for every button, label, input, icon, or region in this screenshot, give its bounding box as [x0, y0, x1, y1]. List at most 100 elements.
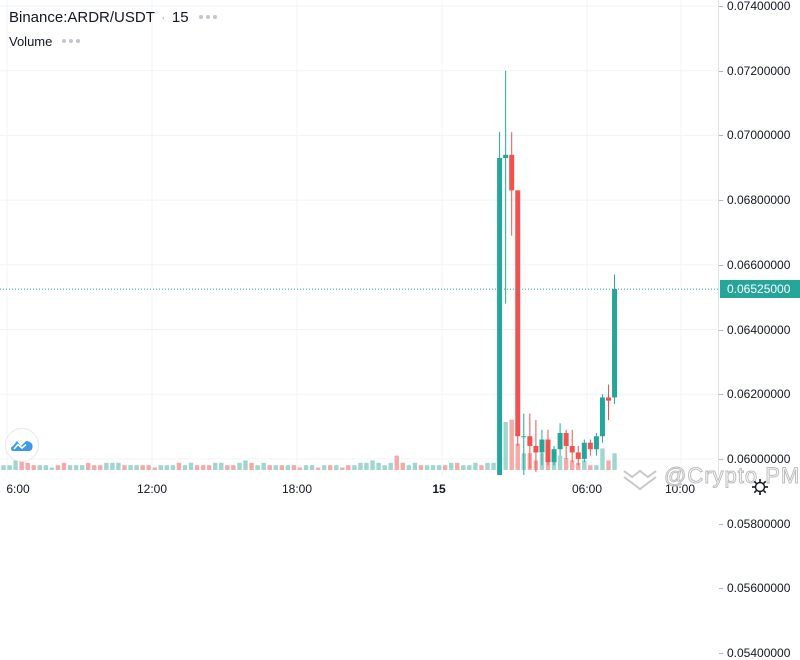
volume-bar: [237, 462, 242, 470]
volume-bar: [128, 465, 133, 470]
more-options-icon[interactable]: [198, 15, 217, 19]
time-tick-label: 06:00: [571, 482, 603, 496]
volume-bar: [194, 465, 200, 470]
price-tick-label: 0.05800000: [718, 516, 791, 531]
volume-bar: [176, 462, 182, 470]
volume-bar: [479, 465, 484, 470]
price-tick-label: 0.05400000: [718, 646, 791, 660]
volume-bar: [418, 465, 424, 470]
interval-label[interactable]: 15: [171, 8, 189, 26]
volume-bar: [13, 460, 18, 470]
price-tick-label: 0.07400000: [718, 0, 791, 13]
volume-bar: [31, 465, 36, 470]
volume-bar: [297, 467, 303, 470]
volume-bar: [346, 465, 351, 470]
volume-bar: [37, 465, 42, 470]
price-chart-pane[interactable]: [0, 0, 718, 475]
volume-bar: [207, 465, 212, 470]
price-tick-label: 0.06600000: [718, 257, 791, 272]
chart-legend: Binance:ARDR/USDT · 15 Volume: [9, 7, 217, 51]
settings-gear-icon[interactable]: [751, 478, 769, 496]
volume-bar: [582, 460, 587, 470]
candle-body: [587, 442, 593, 450]
candle-body: [509, 154, 515, 191]
candle-body: [575, 452, 581, 459]
candle-body: [606, 397, 611, 401]
volume-bar: [116, 462, 121, 470]
candle-body: [569, 445, 575, 453]
volume-bar: [7, 465, 12, 470]
volume-bar: [455, 462, 460, 470]
volume-bar: [267, 465, 272, 470]
volume-bar: [279, 465, 284, 470]
price-axis[interactable]: 0.07400000 0.07200000 0.07000000 0.06800000…: [718, 0, 800, 660]
volume-bar: [485, 462, 490, 470]
volume-bar: [503, 422, 508, 470]
volume-bar: [73, 465, 79, 470]
volume-bar: [334, 465, 339, 470]
volume-bar: [340, 467, 345, 470]
symbol-name[interactable]: Binance:ARDR/USDT: [9, 8, 155, 26]
volume-bar: [563, 458, 569, 470]
volume-bar: [394, 455, 399, 470]
tradingview-logo-button[interactable]: [5, 428, 39, 462]
volume-bar: [110, 462, 115, 470]
volume-bar: [182, 465, 188, 470]
volume-bar: [600, 448, 605, 470]
volume-bar: [55, 465, 61, 470]
volume-bar: [442, 465, 448, 470]
time-tick-label: 12:00: [136, 482, 168, 496]
volume-legend-row[interactable]: Volume: [9, 31, 217, 51]
volume-bar: [328, 465, 333, 470]
volume-bar: [122, 465, 127, 470]
candlestick-chart[interactable]: [0, 0, 718, 475]
volume-bar: [79, 465, 85, 470]
volume-bar: [376, 462, 381, 470]
volume-bar: [273, 465, 278, 470]
volume-bar: [19, 460, 24, 470]
volume-bar: [92, 465, 97, 470]
volume-bar: [61, 462, 67, 470]
volume-bar: [255, 465, 260, 470]
candle-body: [515, 190, 521, 437]
time-axis[interactable]: 6:00 12:00 18:00 15 06:00 10:00: [0, 475, 718, 500]
volume-bar: [98, 465, 103, 470]
volume-bar: [321, 465, 327, 470]
price-tick-label: 0.06400000: [718, 322, 791, 337]
volume-bar: [134, 465, 139, 470]
volume-bar: [67, 465, 73, 470]
volume-bar: [400, 462, 405, 470]
time-tick-label: 6:00: [6, 482, 30, 496]
volume-bar: [158, 465, 163, 470]
candle-body: [497, 158, 503, 475]
volume-bar: [436, 465, 442, 470]
last-price-label: 0.06525000: [720, 280, 800, 299]
volume-bar: [358, 462, 363, 470]
volume-bar: [249, 462, 254, 470]
volume-bar: [388, 462, 393, 470]
time-tick-label: 15: [432, 482, 446, 496]
volume-bar: [243, 460, 248, 470]
price-tick-label: 0.07000000: [718, 128, 791, 143]
candle-body: [533, 445, 539, 453]
volume-bar: [140, 465, 145, 470]
volume-bar: [285, 465, 291, 470]
volume-bar: [213, 462, 218, 470]
volume-bar: [612, 453, 617, 470]
symbol-legend-row[interactable]: Binance:ARDR/USDT · 15: [9, 7, 217, 27]
volume-bar: [315, 467, 321, 470]
volume-bar: [588, 465, 593, 470]
candle-body: [539, 439, 545, 453]
volume-bar: [309, 465, 315, 470]
volume-bar: [364, 462, 369, 470]
volume-options-icon[interactable]: [62, 39, 81, 43]
volume-bar: [491, 462, 496, 470]
volume-bar: [406, 465, 412, 470]
candle-body: [593, 436, 599, 450]
candle-body: [545, 439, 551, 463]
volume-bar: [594, 465, 599, 470]
volume-bar: [370, 460, 375, 470]
volume-bar: [515, 443, 520, 470]
candle-body: [581, 442, 587, 459]
volume-bar: [164, 465, 170, 470]
